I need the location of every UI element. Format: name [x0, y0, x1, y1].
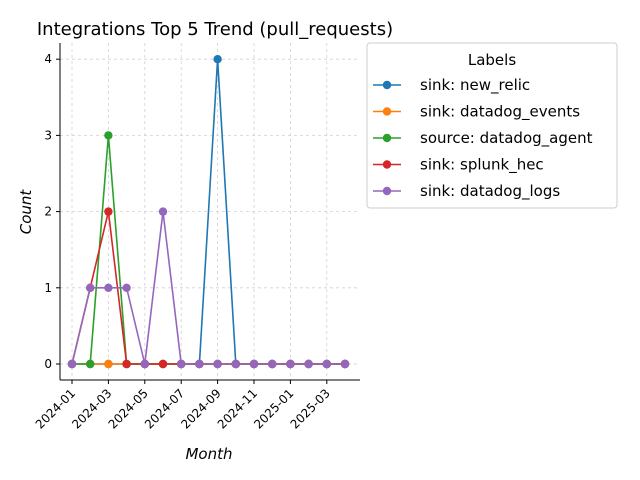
legend-marker: [382, 80, 392, 90]
legend-marker: [382, 133, 392, 143]
data-point: [195, 359, 204, 369]
data-point: [249, 359, 259, 369]
legend: Labels sink: new_relic sink: datadog_even…: [366, 42, 618, 209]
data-point: [213, 359, 222, 369]
series-line: [72, 59, 345, 365]
data-point: [304, 359, 313, 369]
data-point: [140, 359, 149, 369]
series-layer: [67, 55, 350, 369]
legend-marker: [382, 160, 392, 169]
legend-label: sink: new_relic: [420, 76, 530, 95]
data-point: [322, 359, 331, 369]
data-point: [177, 359, 186, 369]
legend-frame: [366, 42, 618, 209]
data-point: [104, 131, 113, 140]
legend-entry: source: datadog_agent: [373, 129, 593, 148]
legend-marker: [382, 107, 392, 116]
legend-title: Labels: [468, 51, 516, 69]
data-point: [122, 283, 131, 292]
chart-title: Integrations Top 5 Trend (pull_requests): [37, 19, 393, 40]
data-point: [158, 359, 168, 369]
legend-entry: sink: new_relic: [373, 76, 530, 95]
y-tick-label: 2: [44, 205, 52, 219]
legend-label: sink: datadog_events: [420, 103, 580, 122]
legend-entry: sink: datadog_events: [373, 103, 580, 122]
x-axis-label: Month: [185, 445, 232, 463]
data-point: [104, 283, 113, 292]
data-point: [122, 359, 131, 369]
data-point: [231, 359, 240, 369]
y-tick-label: 3: [44, 128, 52, 142]
y-tick-label: 1: [44, 281, 52, 295]
y-axis-label: Count: [17, 189, 35, 235]
series-2: [67, 131, 350, 369]
data-point: [67, 359, 77, 369]
y-tick-label: 0: [44, 357, 52, 371]
data-point: [104, 359, 113, 369]
legend-entry: sink: datadog_logs: [373, 182, 560, 201]
series-4: [67, 207, 350, 369]
data-point: [340, 359, 350, 369]
series-line: [71, 211, 345, 365]
data-point: [86, 283, 95, 292]
x-tick-label: 2025-03: [288, 386, 333, 431]
data-point: [158, 207, 168, 216]
data-point: [86, 359, 95, 369]
data-point: [213, 55, 222, 64]
axes: 012342024-012024-032024-052024-072024-09…: [33, 43, 360, 432]
data-point: [286, 359, 295, 369]
legend-marker: [382, 186, 392, 196]
legend-entry: sink: splunk_hec: [373, 156, 544, 175]
legend-label: sink: splunk_hec: [420, 156, 544, 175]
data-point: [268, 359, 277, 369]
legend-label: sink: datadog_logs: [420, 182, 560, 201]
y-tick-label: 4: [44, 52, 52, 66]
data-point: [104, 207, 113, 216]
legend-label: source: datadog_agent: [420, 129, 593, 148]
